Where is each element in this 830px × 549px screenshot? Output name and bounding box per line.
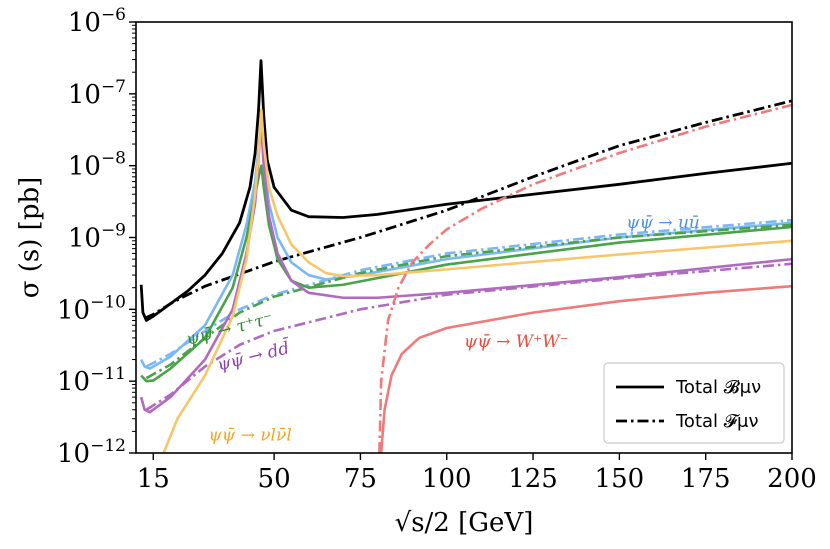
y-tick-label: 10−8 [68,149,126,182]
legend-box [603,362,785,444]
series-line-4 [140,164,792,383]
x-tick-label: 125 [508,464,558,494]
y-tick-label: 10−10 [57,292,126,325]
series-line-5 [145,223,792,380]
y-tick-label: 10−11 [57,364,126,397]
y-axis-label: σ (s) [pb] [15,177,45,298]
process-annotation: ψψ̄ → W⁺W⁻ [464,332,569,352]
process-annotation: ψψ̄ → dd̄ [215,335,294,375]
process-annotation: ψψ̄ → uū [626,213,700,233]
series-line-3 [145,218,792,368]
x-tick-label: 150 [595,464,645,494]
series-layer [139,59,792,453]
legend-label-total-b: Total 𝓑μν [675,377,761,398]
x-tick-label: 75 [344,464,377,494]
legend-label-total-f: Total 𝓕μν [675,411,759,432]
y-tick-label: 10−12 [57,436,126,469]
legend: Total 𝓑μν Total 𝓕μν [603,362,785,444]
x-tick-label: 50 [258,464,291,494]
y-tick-label: 10−6 [68,5,126,38]
series-line-7 [145,262,792,411]
x-tick-label: 200 [767,464,817,494]
series-line-9 [379,284,792,453]
x-tick-label: 15 [137,464,170,494]
process-annotation: ψψ̄ → νlν̄l [209,425,292,445]
series-line-6 [139,125,792,414]
x-tick-label: 100 [422,464,472,494]
x-tick-label: 175 [681,464,731,494]
y-tick-label: 10−9 [68,221,126,254]
tick-layer: 15 50 75 100 125 150 175 200 10−12 10−11 10−10 10−9… [57,5,817,494]
x-axis-label: √s/2 [GeV] [395,508,534,538]
series-line-1 [144,99,792,320]
series-line-8 [162,108,792,453]
y-tick-label: 10−7 [68,77,126,110]
series-line-10 [378,103,792,453]
